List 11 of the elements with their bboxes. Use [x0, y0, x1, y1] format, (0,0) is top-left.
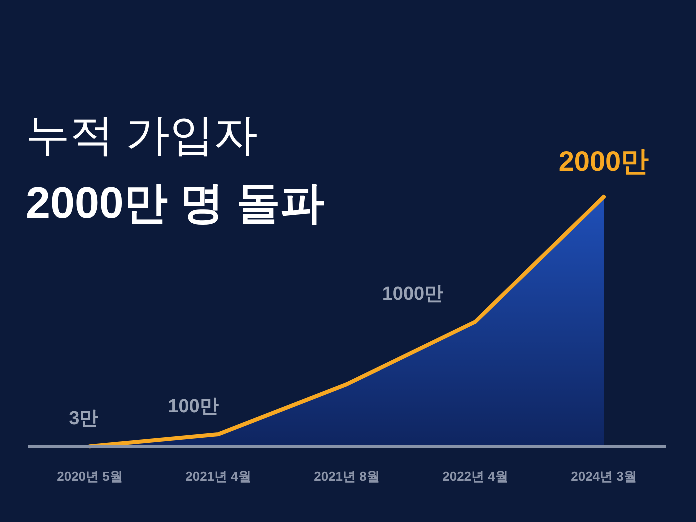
x-tick: 2022년 4월: [442, 469, 508, 484]
value-label: 2000만: [558, 146, 650, 177]
value-label: 1000만: [382, 284, 444, 305]
x-tick: 2021년 8월: [314, 469, 380, 484]
x-tick: 2021년 4월: [186, 469, 252, 484]
x-tick: 2020년 5월: [57, 469, 123, 484]
value-label: 100만: [168, 396, 219, 418]
subtitle: 2000만 명 돌파: [26, 179, 324, 228]
title: 누적 가입자: [26, 111, 258, 160]
x-tick: 2024년 3월: [571, 469, 637, 484]
value-label: 3만: [69, 408, 99, 430]
